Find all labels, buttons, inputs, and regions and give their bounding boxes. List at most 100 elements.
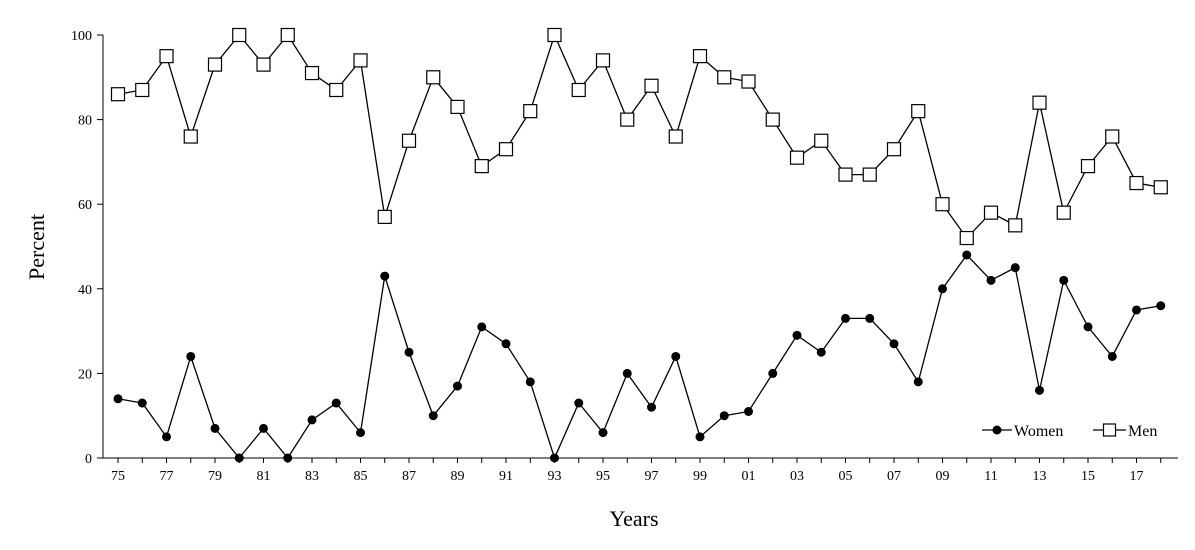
data-point-men: [110, 87, 126, 102]
data-point-men: [717, 70, 732, 85]
axes: [102, 35, 1178, 459]
data-point-men: [450, 99, 465, 115]
data-point-men: [1056, 205, 1071, 220]
x-tick-label: 89: [451, 469, 465, 484]
y-tick-label: 40: [78, 283, 92, 298]
data-point-men: [207, 57, 223, 72]
data-point-women: [1132, 305, 1141, 315]
y-tick-label: 60: [78, 198, 92, 213]
data-point-men: [353, 53, 368, 68]
legend-item-men: Men: [1093, 423, 1157, 440]
x-tick-label: 05: [839, 469, 853, 484]
data-point-women: [331, 398, 341, 408]
data-point-women: [210, 423, 220, 433]
data-point-women: [647, 402, 656, 412]
data-point-women: [404, 347, 414, 357]
data-point-women: [186, 351, 196, 361]
data-point-men: [329, 82, 344, 98]
series-men: [110, 27, 1168, 246]
x-axis-title: Years: [609, 506, 658, 531]
legend-women-label: Women: [1014, 423, 1063, 440]
data-point-men: [426, 70, 441, 85]
x-tick-label: 79: [208, 469, 222, 484]
data-point-men: [159, 49, 174, 64]
data-point-women: [501, 339, 511, 349]
x-tick-label: 95: [596, 469, 610, 484]
series-line-men: [117, 33, 1161, 240]
data-point-men: [401, 133, 417, 148]
data-point-men: [1153, 180, 1168, 195]
data-point-women: [622, 368, 632, 378]
data-point-women: [477, 322, 487, 332]
data-point-men: [1008, 218, 1023, 233]
data-point-women: [453, 381, 462, 391]
x-tick-label: 01: [742, 469, 756, 484]
data-point-women: [113, 394, 123, 404]
data-point-men: [789, 150, 805, 165]
data-point-women: [234, 453, 244, 463]
x-tick-label: 83: [305, 469, 319, 484]
x-ticks: 75 77 79 81 83 85 87 89 91 93 95 97 99 01 03 05 07 09 11 13…: [111, 458, 1162, 484]
data-point-men: [377, 209, 392, 224]
x-tick-label: 75: [111, 469, 125, 484]
data-point-men: [620, 112, 635, 127]
data-point-men: [523, 104, 538, 119]
data-point-men: [498, 142, 514, 157]
data-point-men: [474, 159, 489, 174]
y-tick-label: 80: [78, 114, 92, 129]
x-tick-label: 91: [499, 469, 513, 484]
data-point-men: [1080, 159, 1096, 174]
data-point-women: [283, 453, 293, 463]
data-point-men: [135, 82, 150, 98]
data-point-women: [816, 347, 826, 357]
data-point-men: [765, 112, 780, 127]
data-point-men: [256, 57, 271, 72]
data-point-men: [280, 27, 295, 43]
data-point-men: [741, 74, 756, 89]
data-point-women: [792, 330, 802, 340]
data-point-women: [137, 398, 147, 408]
data-point-men: [838, 167, 853, 182]
legend: Women Men: [982, 423, 1157, 440]
legend-men-marker: [1102, 423, 1117, 437]
data-point-men: [1129, 175, 1144, 191]
data-point-men: [183, 129, 198, 144]
data-point-women: [1035, 385, 1044, 395]
data-point-women: [841, 313, 850, 323]
data-point-women: [550, 453, 559, 463]
data-point-women: [574, 398, 584, 408]
legend-item-women: Women: [982, 423, 1063, 440]
data-point-men: [1105, 129, 1120, 144]
data-point-men: [692, 49, 708, 64]
data-point-men: [1032, 95, 1047, 110]
data-point-women: [1059, 275, 1069, 285]
data-point-women: [962, 250, 972, 260]
series-line-women: [117, 253, 1161, 460]
x-tick-label: 97: [645, 469, 659, 484]
data-point-women: [259, 423, 268, 433]
y-tick-label: 20: [78, 367, 92, 382]
x-tick-label: 77: [160, 469, 174, 484]
data-point-women: [768, 368, 778, 378]
data-point-women: [428, 411, 438, 421]
data-point-women: [865, 313, 875, 323]
data-point-women: [744, 406, 753, 416]
x-tick-label: 17: [1130, 469, 1144, 484]
data-point-women: [938, 284, 947, 294]
data-point-men: [644, 78, 659, 93]
data-point-women: [695, 432, 705, 442]
data-point-women: [1083, 322, 1093, 332]
data-point-men: [911, 104, 926, 119]
series-layer: [110, 27, 1168, 463]
data-point-women: [1107, 351, 1117, 361]
data-point-men: [547, 27, 562, 43]
x-tick-label: 09: [936, 469, 950, 484]
data-point-women: [525, 377, 535, 387]
data-point-men: [814, 133, 829, 148]
y-tick-label: 0: [85, 452, 92, 467]
y-axis-title: Percent: [24, 214, 49, 280]
x-tick-label: 07: [887, 469, 901, 484]
data-point-men: [862, 167, 877, 182]
series-women: [113, 250, 1166, 463]
